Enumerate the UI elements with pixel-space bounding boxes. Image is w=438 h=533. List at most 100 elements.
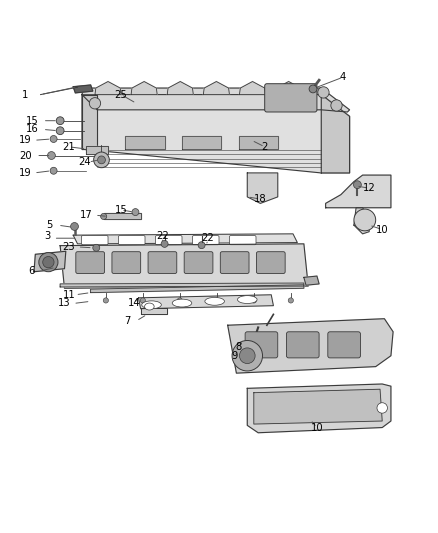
Text: 10: 10 xyxy=(376,224,389,235)
Text: 6: 6 xyxy=(28,266,35,276)
Circle shape xyxy=(318,87,329,98)
Text: 2: 2 xyxy=(261,142,268,152)
Circle shape xyxy=(98,156,106,164)
Polygon shape xyxy=(104,213,141,220)
Text: 5: 5 xyxy=(46,220,53,230)
FancyBboxPatch shape xyxy=(155,236,182,245)
Polygon shape xyxy=(82,94,97,149)
Circle shape xyxy=(56,127,64,135)
Circle shape xyxy=(47,151,55,159)
Circle shape xyxy=(377,403,388,413)
Circle shape xyxy=(331,100,342,111)
FancyBboxPatch shape xyxy=(256,252,285,273)
Circle shape xyxy=(56,117,64,125)
Text: 16: 16 xyxy=(25,124,38,134)
Circle shape xyxy=(132,208,139,215)
Text: 11: 11 xyxy=(63,290,75,300)
FancyBboxPatch shape xyxy=(184,252,213,273)
Circle shape xyxy=(140,298,145,303)
Circle shape xyxy=(232,341,262,371)
Polygon shape xyxy=(95,82,121,94)
FancyBboxPatch shape xyxy=(286,332,319,358)
Text: 19: 19 xyxy=(19,168,32,178)
Text: 22: 22 xyxy=(202,233,215,243)
Polygon shape xyxy=(138,295,273,309)
Text: 24: 24 xyxy=(78,157,90,167)
FancyBboxPatch shape xyxy=(192,236,219,245)
Text: 4: 4 xyxy=(340,72,346,82)
Polygon shape xyxy=(203,82,230,94)
Text: 25: 25 xyxy=(115,90,127,100)
Circle shape xyxy=(101,213,107,220)
Text: 18: 18 xyxy=(254,194,267,204)
FancyBboxPatch shape xyxy=(118,236,145,245)
Circle shape xyxy=(103,298,109,303)
Text: 15: 15 xyxy=(25,116,38,126)
Ellipse shape xyxy=(142,301,161,309)
Polygon shape xyxy=(60,283,304,287)
Circle shape xyxy=(309,85,317,93)
Text: 15: 15 xyxy=(115,205,127,215)
Polygon shape xyxy=(321,94,350,173)
FancyBboxPatch shape xyxy=(112,252,141,273)
Polygon shape xyxy=(304,276,319,285)
Text: 7: 7 xyxy=(124,316,131,326)
Ellipse shape xyxy=(237,296,257,303)
Circle shape xyxy=(43,256,54,268)
Text: 10: 10 xyxy=(311,423,323,433)
Circle shape xyxy=(177,298,183,303)
Polygon shape xyxy=(73,234,297,244)
Text: 14: 14 xyxy=(128,298,141,309)
Text: 1: 1 xyxy=(22,90,28,100)
Circle shape xyxy=(240,348,255,364)
Circle shape xyxy=(71,223,78,230)
Circle shape xyxy=(288,298,293,303)
Polygon shape xyxy=(354,208,369,234)
Polygon shape xyxy=(141,308,167,314)
Text: 17: 17 xyxy=(80,210,92,220)
Polygon shape xyxy=(82,88,350,112)
Polygon shape xyxy=(239,136,278,149)
Text: 20: 20 xyxy=(19,150,32,160)
FancyBboxPatch shape xyxy=(265,84,317,112)
Text: 9: 9 xyxy=(231,351,237,361)
Text: 12: 12 xyxy=(363,183,375,193)
Polygon shape xyxy=(325,175,391,208)
FancyBboxPatch shape xyxy=(76,252,105,273)
Polygon shape xyxy=(247,384,391,433)
FancyBboxPatch shape xyxy=(81,236,108,245)
FancyBboxPatch shape xyxy=(220,252,249,273)
Circle shape xyxy=(50,135,57,142)
Circle shape xyxy=(39,253,58,272)
Polygon shape xyxy=(125,136,165,149)
Text: 19: 19 xyxy=(19,135,32,146)
Circle shape xyxy=(353,181,361,189)
Circle shape xyxy=(161,240,168,247)
Polygon shape xyxy=(247,173,278,204)
Polygon shape xyxy=(91,285,304,293)
Text: 3: 3 xyxy=(44,231,50,241)
Polygon shape xyxy=(276,82,302,94)
Polygon shape xyxy=(254,389,382,424)
Polygon shape xyxy=(60,244,308,288)
Circle shape xyxy=(251,298,256,303)
Circle shape xyxy=(198,241,205,249)
Text: 13: 13 xyxy=(58,298,71,309)
Circle shape xyxy=(214,298,219,303)
Ellipse shape xyxy=(145,303,154,310)
Text: 22: 22 xyxy=(156,231,169,241)
FancyBboxPatch shape xyxy=(230,236,256,245)
Ellipse shape xyxy=(172,299,192,307)
FancyBboxPatch shape xyxy=(245,332,278,358)
Polygon shape xyxy=(86,146,108,154)
FancyBboxPatch shape xyxy=(148,252,177,273)
Polygon shape xyxy=(73,85,93,93)
Circle shape xyxy=(50,167,57,174)
Text: 21: 21 xyxy=(63,142,75,152)
Circle shape xyxy=(354,209,376,231)
Circle shape xyxy=(89,98,101,109)
Polygon shape xyxy=(228,319,393,373)
Polygon shape xyxy=(34,251,66,272)
Polygon shape xyxy=(131,82,157,94)
Circle shape xyxy=(93,244,100,251)
